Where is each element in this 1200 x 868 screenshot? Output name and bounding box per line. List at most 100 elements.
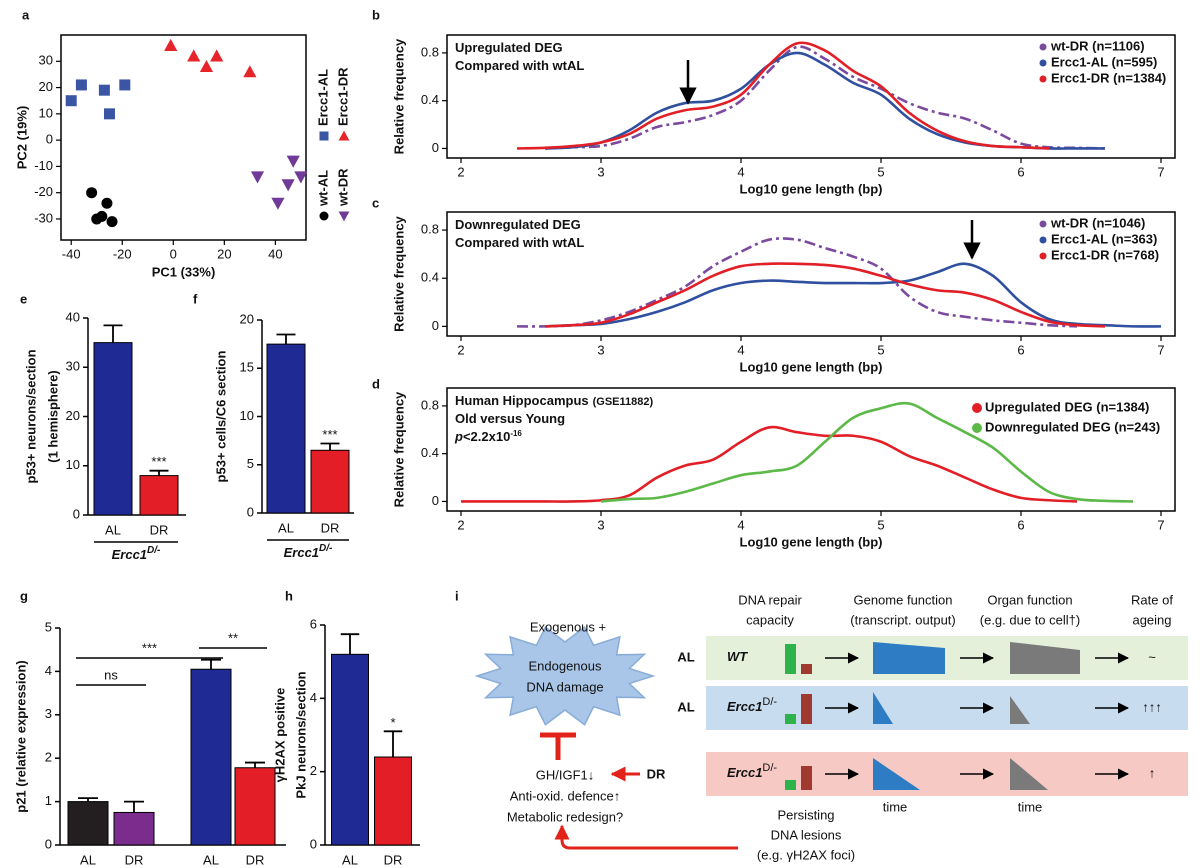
legend-marker [338,211,350,222]
annotation-part: Compared with wtAL [455,58,584,73]
intervention: GH/IGF1↓ [536,767,595,782]
legend-marker [1039,252,1047,260]
annotation: Human Hippocampus (GSE11882) [455,393,653,408]
y-tick-label: 0 [432,318,439,333]
y-tick-label: 0.8 [421,397,439,412]
y-tick-label: 20 [66,408,80,423]
bar [93,342,133,516]
x-axis-title: Log10 gene length (bp) [740,359,883,374]
comparison-label: *** [142,640,157,655]
significance: *** [151,454,166,469]
annotation-part: Compared with wtAL [455,235,584,250]
y-tick-label: 0 [432,140,439,155]
bar [67,801,109,846]
rate-label: ↑ [1149,765,1156,780]
group-sup: D/- [147,545,161,556]
repair-bar [785,644,796,674]
column-header: Genome function [853,592,952,607]
x-tick-label: 20 [217,246,231,261]
point [281,179,295,192]
damage-label: Endogenous [528,658,602,673]
legend-marker [338,130,350,141]
y-tick-label: 20 [240,311,254,326]
y-tick-label: 2 [45,750,52,765]
point [119,79,131,91]
x-tick-label: 5 [877,517,884,532]
x-tick-label: 40 [268,246,282,261]
lesion-label: (e.g. γH2AX foci) [757,847,855,862]
series-line [544,262,1162,328]
y-tick-label: 2 [310,763,317,778]
y-axis-title: PkJ neurons/section [293,671,308,798]
panel-label: e [20,291,27,306]
x-tick-label: 5 [877,342,884,357]
exogenous-label: Exogenous + [530,619,606,634]
point [271,197,285,210]
panel-label: a [22,7,30,22]
legend-label: Ercc1-AL (n=595) [1051,54,1157,69]
y-tick-label: 0.8 [421,221,439,236]
x-tick-label: 6 [1017,342,1024,357]
point [75,79,87,91]
legend-label: wt-DR (n=1106) [1050,38,1145,53]
genotype-name: Ercc1 [727,699,762,714]
panel-label: f [193,291,198,306]
panel-label: b [372,7,380,22]
x-tick-label: 2 [457,342,464,357]
legend-label: Downregulated DEG (n=243) [985,419,1160,434]
legend-marker [972,403,982,413]
bar [139,475,179,516]
panel-label: h [285,588,293,603]
x-tick-label: 4 [737,164,744,179]
point [210,49,224,62]
y-axis-title: p53+ cells/C6 section [213,351,228,483]
y-tick-label: 10 [240,408,254,423]
legend-label: wt-AL [315,170,330,207]
genome-shape [873,642,945,674]
annotation-part: (GSE11882) [593,396,654,408]
bar [374,756,412,846]
genome-shape [873,692,893,724]
annotation: Upregulated DEG [455,40,563,55]
x-tick-label: -40 [62,246,81,261]
comparison-label: ** [228,630,238,645]
annotation-part: -16 [510,429,522,438]
y-tick-label: -30 [34,210,53,225]
x-tick-label: DR [384,852,403,867]
legend-marker [972,423,982,433]
y-tick-label: 0 [45,836,52,851]
point [86,187,98,199]
x-tick-label: 4 [737,342,744,357]
point [286,155,300,168]
row-diet: AL [677,699,694,714]
time-label: time [1018,799,1043,814]
y-tick-label: 0 [247,504,254,519]
lesion-label: Persisting [777,807,834,822]
series-line [600,401,1134,503]
point [103,108,115,120]
annotation-part: p [454,429,463,444]
x-tick-label: AL [80,852,96,867]
plot-frame [446,211,1176,337]
legend-marker [1039,236,1047,244]
point [294,171,308,184]
point [96,210,108,222]
point [98,84,110,96]
genotype-sup: D/- [762,762,777,774]
y-axis-title: Relative frequency [391,215,406,331]
x-tick-label: -20 [113,246,132,261]
series-line [461,425,1078,503]
y-axis-title: p53+ neurons/section [23,349,38,483]
y-axis-title: Relative frequency [391,391,406,507]
column-header: capacity [746,612,794,627]
lesion-label: DNA lesions [771,827,842,842]
organ-shape [1010,642,1080,674]
annotation-part: Old versus Young [455,411,565,426]
rate-label: ↑↑↑ [1142,699,1162,714]
column-header: Organ function [987,592,1072,607]
row-genotype: Ercc1D/- [727,762,777,781]
comparison-label: ns [104,667,118,682]
annotation-part: Upregulated DEG [455,40,563,55]
x-axis-title: Log10 gene length (bp) [740,181,883,196]
series-line [544,262,1106,328]
